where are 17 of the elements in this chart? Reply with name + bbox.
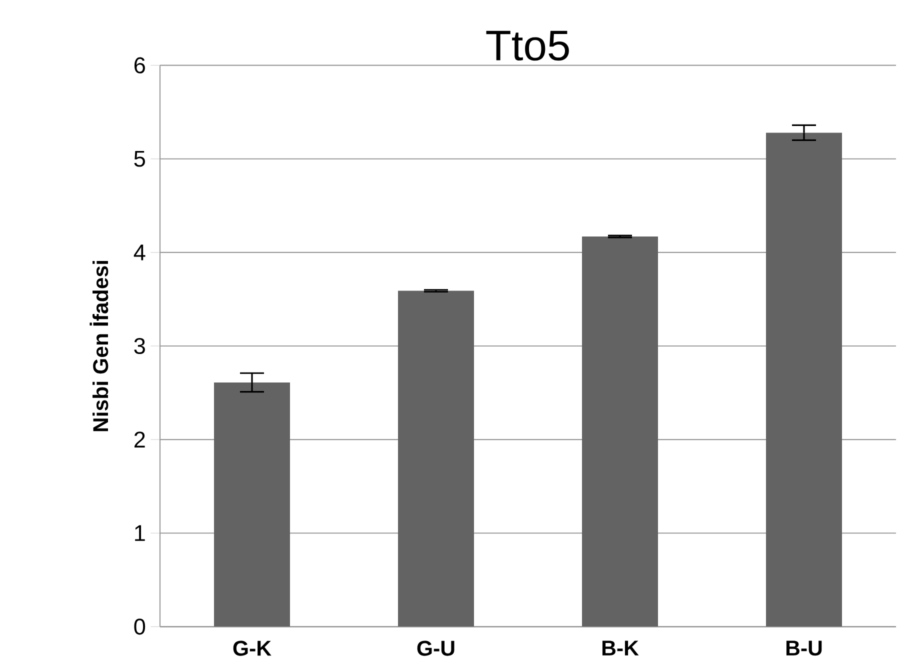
y-tick-label: 3: [134, 338, 145, 354]
chart-title: Tto5: [486, 30, 569, 61]
y-tick-label: 2: [134, 432, 145, 448]
x-tick-label: B-U: [786, 640, 822, 656]
bar: [398, 290, 474, 627]
x-tick-label: G-K: [233, 640, 272, 656]
bar: [214, 382, 290, 627]
y-tick-label: 1: [135, 525, 145, 541]
y-tick-label: 0: [134, 618, 146, 635]
y-tick-label: 4: [134, 244, 146, 260]
y-tick-label: 5: [134, 150, 145, 167]
y-axis-title: Nisbi Gen İfadesi: [90, 260, 108, 432]
bar: [582, 236, 658, 627]
bar: [766, 132, 842, 627]
y-tick-label: 6: [134, 57, 145, 74]
x-tick-label: G-U: [417, 640, 454, 656]
x-tick-label: B-K: [602, 640, 639, 656]
